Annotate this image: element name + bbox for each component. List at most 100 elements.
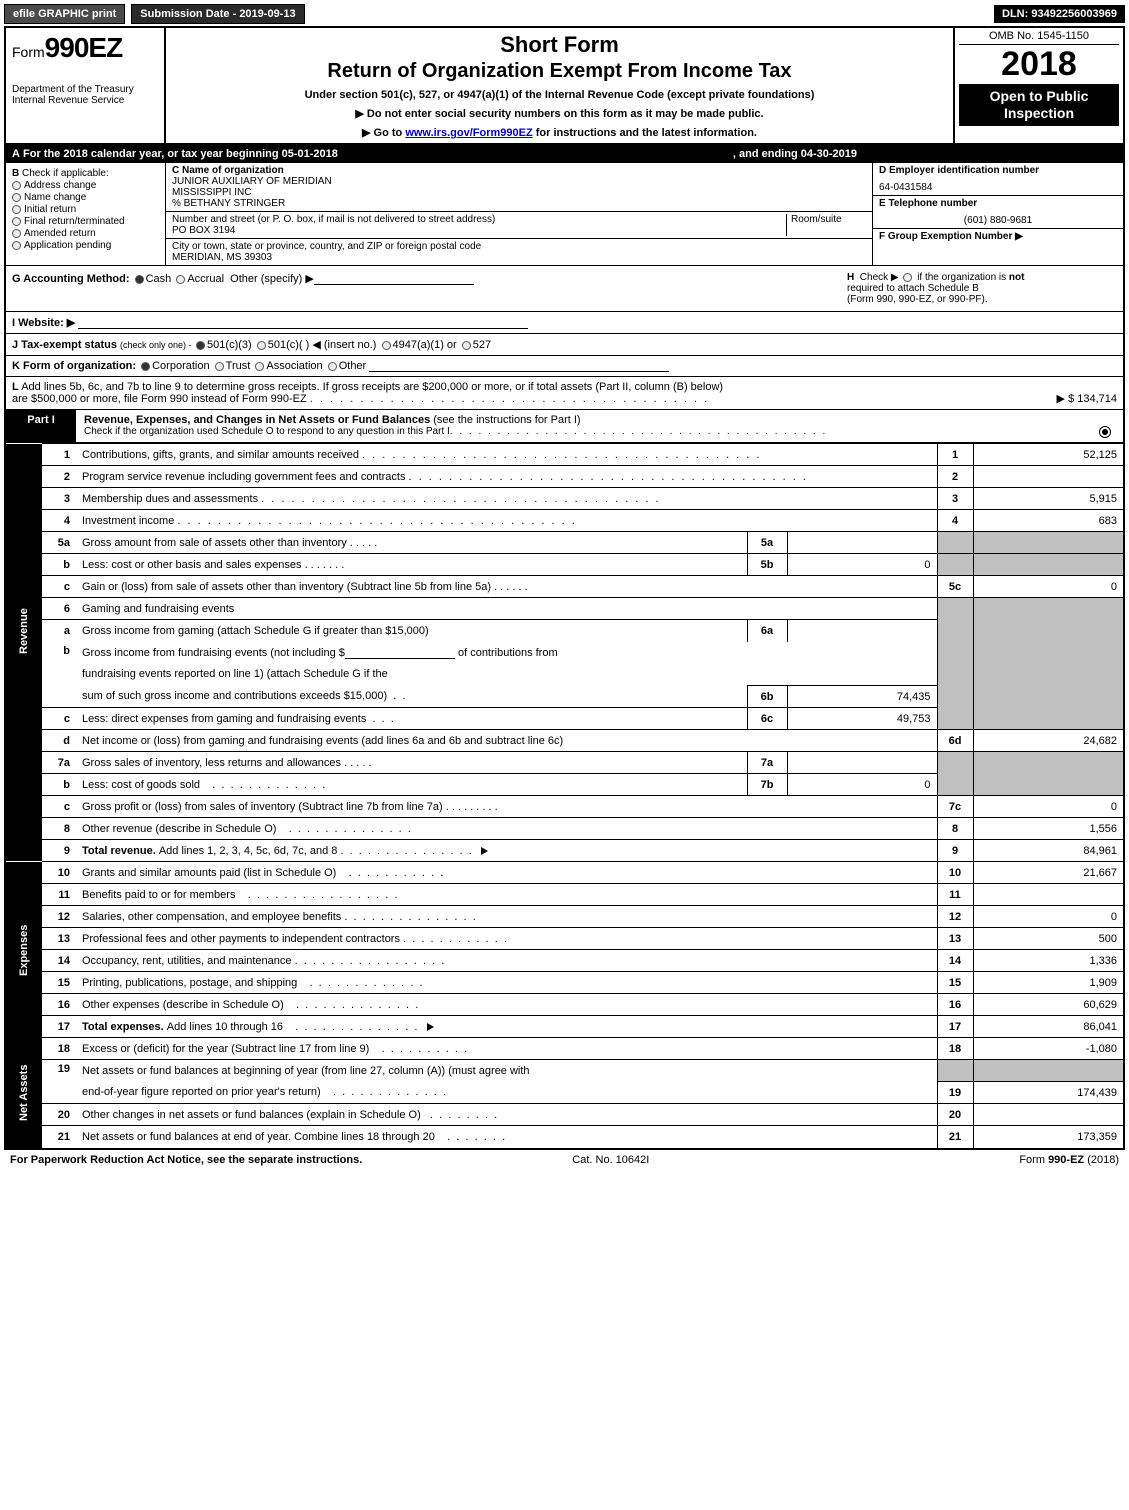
irs-link[interactable]: www.irs.gov/Form990EZ <box>405 127 532 139</box>
checkbox-address-change[interactable] <box>12 181 21 190</box>
ln-6d: d <box>42 730 76 752</box>
checkbox-amended[interactable] <box>12 229 21 238</box>
col-17: 17 <box>937 1016 973 1038</box>
checkbox-schedule-b[interactable] <box>903 273 912 282</box>
ln-10: 10 <box>42 862 76 884</box>
desc-8: Other revenue (describe in Schedule O) <box>82 823 276 835</box>
col-6b3-grey <box>937 686 973 708</box>
opt-name-change: Name change <box>24 192 86 203</box>
col-6d: 6d <box>937 730 973 752</box>
row-k: K Form of organization: Corporation Trus… <box>6 356 1123 377</box>
sidelabel-revenue-cont <box>6 818 42 862</box>
part-1-header: Part I Revenue, Expenses, and Changes in… <box>6 410 1123 443</box>
website-field[interactable] <box>78 317 528 329</box>
h-not: not <box>1009 272 1025 283</box>
checkbox-name-change[interactable] <box>12 193 21 202</box>
open-to-public: Open to Public Inspection <box>959 84 1119 126</box>
row-h: H Check ▶ if the organization is not req… <box>847 272 1117 305</box>
val-2 <box>973 466 1123 488</box>
checkbox-final-return[interactable] <box>12 217 21 226</box>
col-c-label: C Name of organization <box>172 165 284 176</box>
desc-13: Professional fees and other payments to … <box>82 933 400 945</box>
desc-9: Add lines 1, 2, 3, 4, 5c, 6d, 7c, and 8 <box>159 845 338 857</box>
ival-6c: 49,753 <box>787 708 937 730</box>
val-7c: 0 <box>973 796 1123 818</box>
val-5a-grey <box>973 532 1123 554</box>
radio-corporation[interactable] <box>141 362 150 371</box>
dept-irs: Internal Revenue Service <box>12 95 158 106</box>
val-6d: 24,682 <box>973 730 1123 752</box>
lines-table: Revenue 1 Contributions, gifts, grants, … <box>6 443 1123 1148</box>
icol-5a: 5a <box>747 532 787 554</box>
desc-5b: Less: cost or other basis and sales expe… <box>82 559 302 571</box>
col-12: 12 <box>937 906 973 928</box>
ln-15: 15 <box>42 972 76 994</box>
col-7c: 7c <box>937 796 973 818</box>
val-16: 60,629 <box>973 994 1123 1016</box>
desc-2: Program service revenue including govern… <box>82 471 405 483</box>
ival-7a <box>787 752 937 774</box>
radio-501c3[interactable] <box>196 341 205 350</box>
short-form-label: Short Form <box>174 32 945 58</box>
radio-501c[interactable] <box>257 341 266 350</box>
radio-accrual[interactable] <box>176 275 185 284</box>
col-7a-grey <box>937 752 973 774</box>
form-title: Return of Organization Exempt From Incom… <box>174 60 945 83</box>
radio-4947[interactable] <box>382 341 391 350</box>
ln-7a: 7a <box>42 752 76 774</box>
sidelabel-revenue: Revenue <box>6 444 42 818</box>
val-8: 1,556 <box>973 818 1123 840</box>
h-text2: if the organization is <box>917 272 1006 283</box>
col-15: 15 <box>937 972 973 994</box>
opt-other-org: Other <box>339 360 367 372</box>
desc-18: Excess or (deficit) for the year (Subtra… <box>82 1043 369 1055</box>
other-org-field[interactable] <box>369 360 669 372</box>
footer-right-year: (2018) <box>1084 1154 1119 1166</box>
opt-final-return: Final return/terminated <box>24 216 125 227</box>
ln-7b: b <box>42 774 76 796</box>
col-6a-grey <box>937 620 973 642</box>
other-specify-field[interactable] <box>314 273 474 285</box>
schedule-o-check-icon[interactable] <box>1099 426 1111 438</box>
desc-17-bold: Total expenses. <box>82 1021 167 1033</box>
row-g: G Accounting Method: Cash Accrual Other … <box>12 272 474 305</box>
ln-21: 21 <box>42 1126 76 1148</box>
l-amount: ▶ $ 134,714 <box>997 392 1117 405</box>
checkbox-application-pending[interactable] <box>12 241 21 250</box>
arrow-icon-17 <box>427 1023 434 1031</box>
desc-5a: Gross amount from sale of assets other t… <box>82 537 347 549</box>
val-19-grey <box>973 1060 1123 1082</box>
desc-6: Gaming and fundraising events <box>82 603 234 615</box>
ln-20: 20 <box>42 1104 76 1126</box>
contrib-amount-field[interactable] <box>345 647 455 659</box>
ival-5b: 0 <box>787 554 937 576</box>
val-9: 84,961 <box>973 840 1123 862</box>
checkbox-initial-return[interactable] <box>12 205 21 214</box>
val-6a-grey <box>973 620 1123 642</box>
part-1-label: Part I <box>6 410 76 442</box>
opt-corporation: Corporation <box>152 360 209 372</box>
d-label: D Employer identification number <box>879 165 1039 176</box>
desc-7a: Gross sales of inventory, less returns a… <box>82 757 341 769</box>
l-text1: Add lines 5b, 6c, and 7b to line 9 to de… <box>21 381 723 393</box>
ival-6a <box>787 620 937 642</box>
radio-association[interactable] <box>255 362 264 371</box>
val-13: 500 <box>973 928 1123 950</box>
desc-21: Net assets or fund balances at end of ye… <box>82 1131 435 1143</box>
icol-6b: 6b <box>747 686 787 708</box>
col-5c: 5c <box>937 576 973 598</box>
row-a-label: A <box>12 148 20 160</box>
val-3: 5,915 <box>973 488 1123 510</box>
ln-6c: c <box>42 708 76 730</box>
radio-cash[interactable] <box>135 275 144 284</box>
desc-19b: end-of-year figure reported on prior yea… <box>82 1086 321 1098</box>
radio-527[interactable] <box>462 341 471 350</box>
efile-print-button[interactable]: efile GRAPHIC print <box>4 4 125 24</box>
col-19: 19 <box>937 1082 973 1104</box>
sidelabel-expenses: Expenses <box>6 862 42 1038</box>
icol-7b: 7b <box>747 774 787 796</box>
ln-6: 6 <box>42 598 76 620</box>
room-label: Room/suite <box>791 214 866 225</box>
radio-trust[interactable] <box>215 362 224 371</box>
radio-other-org[interactable] <box>328 362 337 371</box>
